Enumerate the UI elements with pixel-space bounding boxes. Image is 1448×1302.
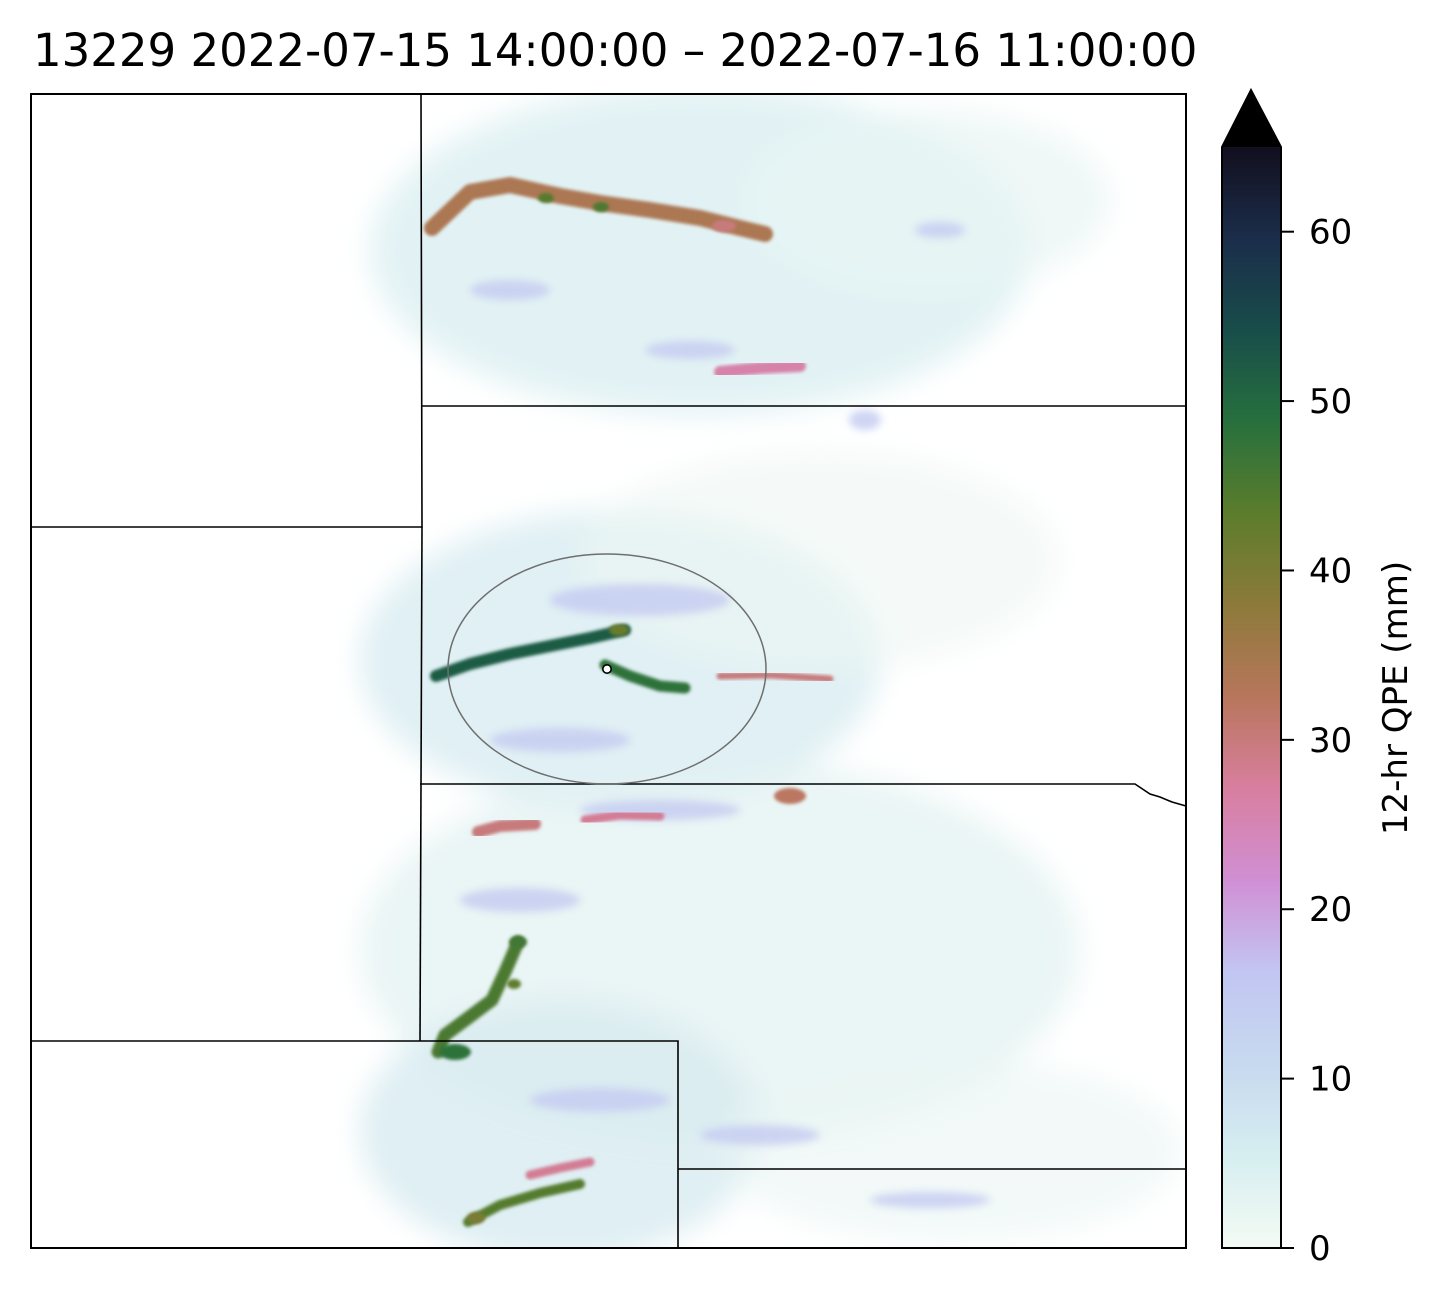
radar-site-dot xyxy=(601,663,612,674)
precip-band-far-south-1 xyxy=(525,1157,595,1180)
colorbar-tick-label: 10 xyxy=(1309,1060,1352,1100)
colorbar-tick-label: 60 xyxy=(1309,213,1352,253)
streak-8 xyxy=(700,1125,820,1145)
precip-band-north-south xyxy=(714,360,806,378)
precip-band-north-cell-1 xyxy=(538,193,554,203)
streak-7 xyxy=(530,1088,670,1112)
precip-band-central-west xyxy=(430,624,631,682)
colorbar-outline xyxy=(1221,87,1282,1249)
wash-south-east xyxy=(720,1060,1180,1240)
precip-cell-central-top xyxy=(609,624,629,636)
streak-6 xyxy=(460,888,580,912)
wash-central-east xyxy=(580,450,1060,670)
precip-band-central-tail xyxy=(716,671,834,683)
moderate-precip xyxy=(460,222,990,1208)
precip-band-southern-2 xyxy=(580,810,665,825)
precip-cell-southwest-1 xyxy=(509,936,527,948)
colorbar-tick-label: 30 xyxy=(1309,721,1352,761)
precip-cell-southern-east xyxy=(774,788,806,804)
streak-9 xyxy=(870,1192,990,1208)
boundary-southwest-block xyxy=(31,1040,679,1248)
precip-band-far-south-2 xyxy=(463,1179,585,1227)
colorbar-extend-arrow xyxy=(1222,90,1281,147)
precip-cell-southwest-2 xyxy=(507,979,521,989)
precip-cell-southwest-3 xyxy=(439,1044,471,1060)
colorbar-fill xyxy=(1222,147,1281,1248)
precip-band-north-east xyxy=(712,220,736,232)
precip-band-southwest-chain xyxy=(431,935,525,1059)
range-ring xyxy=(447,553,767,785)
state-boundaries xyxy=(31,93,1187,1248)
light-precip-wash xyxy=(360,94,1180,1248)
radar-site-marker xyxy=(601,663,612,674)
map-panel xyxy=(30,93,1187,1249)
precipitation-field xyxy=(360,94,1180,1248)
streak-1 xyxy=(470,280,550,300)
colorbar-tick-label: 20 xyxy=(1309,890,1352,930)
plot-title: 13229 2022-07-15 14:00:00 – 2022-07-16 1… xyxy=(33,24,1197,77)
map-frame xyxy=(30,93,1187,1249)
colorbar-tick-label: 0 xyxy=(1309,1229,1331,1269)
streak-10 xyxy=(849,410,881,430)
colorbar-ticks: 0 10 20 30 40 50 60 xyxy=(1281,213,1352,1269)
precip-band-southern-1 xyxy=(472,818,541,838)
boundary-central-south xyxy=(420,783,1187,807)
streak-11 xyxy=(915,222,965,238)
colorbar-tick-label: 50 xyxy=(1309,382,1352,422)
streak-2 xyxy=(645,341,735,359)
streak-4 xyxy=(490,728,630,752)
heavy-precip-features xyxy=(424,177,834,1227)
streak-3 xyxy=(550,584,730,616)
wash-southwest xyxy=(360,1000,760,1248)
precip-cell-far-south xyxy=(467,1212,485,1224)
colorbar: 0 10 20 30 40 50 60 12-hr QPE (mm) xyxy=(1221,87,1416,1269)
colorbar-label: 12-hr QPE (mm) xyxy=(1376,561,1416,835)
precip-band-north-cell-2 xyxy=(593,202,609,212)
colorbar-tick-label: 40 xyxy=(1309,551,1352,591)
precip-band-central-east xyxy=(599,659,691,694)
wash-north-east xyxy=(750,110,1110,290)
